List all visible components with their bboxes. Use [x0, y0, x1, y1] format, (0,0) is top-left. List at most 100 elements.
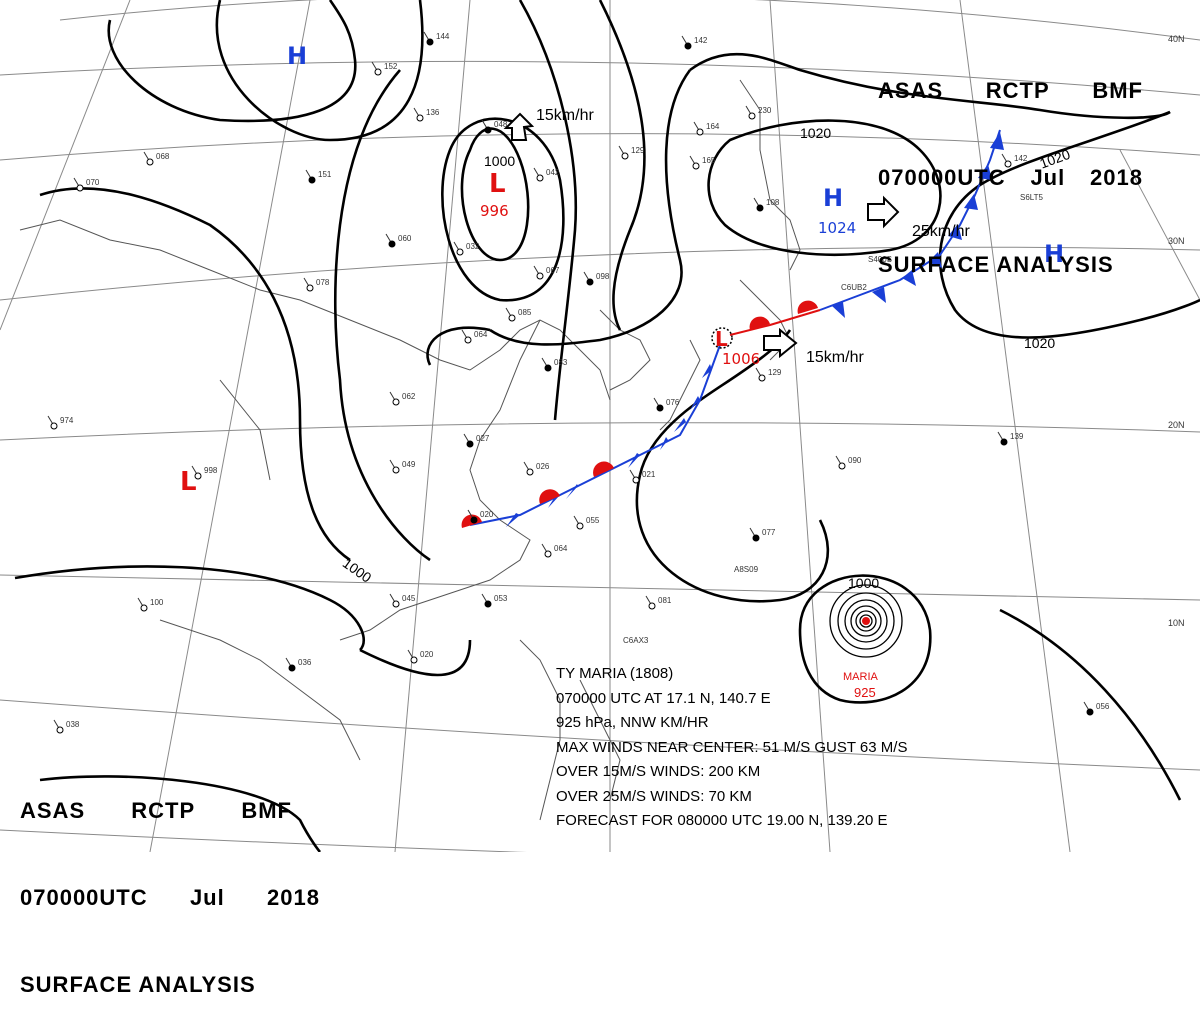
- station-plot: 998: [191, 465, 218, 480]
- station-circle: [684, 42, 692, 50]
- station-plot: 081: [645, 595, 672, 610]
- station-plot: 152: [371, 61, 398, 76]
- station-pressure: 139: [1010, 432, 1024, 441]
- station-circle: [544, 364, 552, 372]
- station-pressure: 056: [1096, 702, 1110, 711]
- header-title: SURFACE ANALYSIS: [878, 252, 1114, 277]
- station-pressure: 098: [596, 272, 610, 281]
- motion-label-low-1006: 15km/hr: [806, 349, 864, 366]
- typhoon-info-forecast: FORECAST FOR 080000 UTC 19.00 N, 139.20 …: [556, 812, 888, 829]
- station-plot: 070: [73, 177, 100, 192]
- station-plot: 136: [413, 107, 440, 122]
- isobar-label-1020-ne: 1020: [800, 125, 831, 141]
- lat-labels: 40N 30N 20N 10N: [1168, 34, 1185, 628]
- station-pressure: 032: [466, 242, 480, 251]
- station-pressure: 078: [316, 278, 330, 287]
- station-plot: 032: [453, 241, 480, 256]
- station-circle: [1086, 708, 1094, 716]
- station-plot: 036: [285, 657, 312, 672]
- station-plot: 142: [1001, 153, 1028, 168]
- station-plot: 129: [618, 145, 645, 160]
- station-pressure: 021: [642, 470, 656, 479]
- station-circle: [526, 468, 534, 476]
- station-plot: 164: [693, 121, 720, 136]
- station-plot: 042: [533, 167, 560, 182]
- station-circle: [648, 602, 656, 610]
- typhoon-isobar-label: 1000: [848, 575, 879, 591]
- header-year: 2018: [267, 885, 320, 910]
- station-circle: [692, 162, 700, 170]
- station-pressure: 083: [554, 358, 568, 367]
- station-pressure: 068: [156, 152, 170, 161]
- station-pressure: 060: [398, 234, 412, 243]
- typhoon-info-name: TY MARIA (1808): [556, 665, 674, 682]
- station-plot: 027: [463, 433, 490, 448]
- station-plot: 026: [523, 461, 550, 476]
- isobars: [14, 0, 1200, 852]
- station-plot: 083: [541, 357, 568, 372]
- typhoon-map-label: MARIA 925: [843, 671, 879, 700]
- station-circle: [464, 336, 472, 344]
- station-pressure: 076: [666, 398, 680, 407]
- station-pressure: 165: [702, 156, 716, 165]
- typhoon-eye: [862, 617, 870, 625]
- station-circle: [416, 114, 424, 122]
- station-circle: [621, 152, 629, 160]
- station-plot: 062: [389, 391, 416, 406]
- station-plot: 067: [533, 265, 560, 280]
- typhoon-info-25ms-radius: OVER 25M/S WINDS: 70 KM: [556, 787, 752, 805]
- station-circle: [392, 398, 400, 406]
- station-circle: [146, 158, 154, 166]
- motion-label-high: 25km/hr: [912, 223, 970, 240]
- station-circle: [466, 440, 474, 448]
- station-pressure: 142: [694, 36, 708, 45]
- station-circle: [470, 516, 478, 524]
- ship-id: A8S09: [734, 565, 759, 574]
- warm-front-segments: [461, 300, 821, 528]
- header-bottom-left: ASAS RCTP BMF 070000UTC Jul 2018 SURFACE…: [20, 738, 320, 1028]
- station-plot: 144: [423, 31, 450, 46]
- high-center-nw: H: [287, 42, 307, 70]
- station-plot: 078: [303, 277, 330, 292]
- station-plot: 038: [53, 719, 80, 734]
- station-plot: 020: [467, 509, 494, 524]
- header-time: 070000UTC: [878, 165, 1006, 190]
- ship-ids: C6UB2 S400S C6AX3 A8S09 S6LT5: [623, 193, 1044, 645]
- station-circle: [576, 522, 584, 530]
- station-circle: [508, 314, 516, 322]
- station-circle: [410, 656, 418, 664]
- station-pressure: 129: [631, 146, 645, 155]
- station-circle: [308, 176, 316, 184]
- station-pressure: 077: [762, 528, 776, 537]
- header-center: RCTP: [985, 78, 1050, 103]
- header-top-right: ASAS RCTP BMF 070000UTC Jul 2018 SURFACE…: [878, 18, 1143, 308]
- header-code: BMF: [241, 798, 292, 823]
- station-plot: 090: [835, 455, 862, 470]
- typhoon-info-panel: TY MARIA (1808) 070000 UTC AT 17.1 N, 14…: [556, 662, 907, 834]
- typhoon-info-pressure-movement: 925 hPa, NNW KM/HR: [556, 714, 709, 731]
- low-center-north: L: [489, 169, 506, 199]
- header-agency: ASAS: [878, 78, 944, 103]
- station-circle: [194, 472, 202, 480]
- header-center: RCTP: [131, 798, 196, 823]
- motion-labels: 15km/hr 25km/hr 15km/hr: [536, 107, 970, 366]
- station-circle: [374, 68, 382, 76]
- station-pressure: 136: [426, 108, 440, 117]
- low-1006-letter: L: [715, 327, 728, 351]
- header-line-2: 070000UTC Jul 2018: [878, 163, 1143, 192]
- lat-label-20n: 20N: [1168, 420, 1185, 430]
- station-pressure: 108: [766, 198, 780, 207]
- station-pressure: 026: [536, 462, 550, 471]
- station-plot: 139: [997, 431, 1024, 446]
- station-pressure: 090: [848, 456, 862, 465]
- motion-arrows: [503, 112, 900, 359]
- station-plot: 085: [505, 307, 532, 322]
- station-circle: [536, 174, 544, 182]
- header-title: SURFACE ANALYSIS: [20, 972, 256, 997]
- station-plot: 020: [407, 649, 434, 664]
- ship-id: C6AX3: [623, 636, 649, 645]
- low-1006-value: 1006: [722, 350, 760, 368]
- stations-layer: 144 152 136 048 042 129 142 164 165 151 068 070 060 0…: [47, 31, 1110, 734]
- weather-map: 144 152 136 048 042 129 142 164 165 151 068 070 060 0…: [0, 0, 1200, 852]
- station-pressure: 070: [86, 178, 100, 187]
